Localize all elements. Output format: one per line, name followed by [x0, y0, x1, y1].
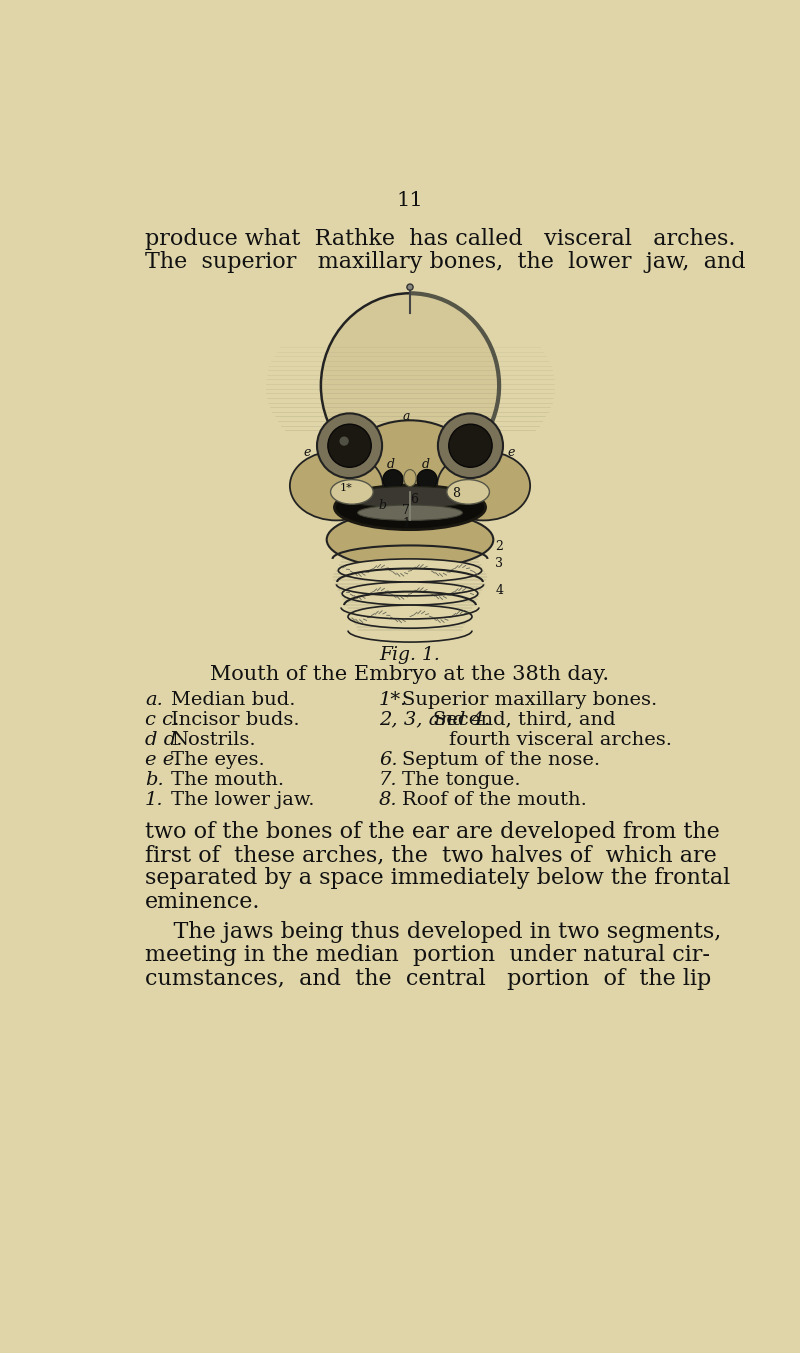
Text: b: b — [379, 499, 387, 511]
Text: fourth visceral arches.: fourth visceral arches. — [449, 731, 672, 748]
Ellipse shape — [290, 451, 383, 521]
Text: e: e — [507, 446, 514, 460]
Text: cumstances,  and  the  central   portion  of  the lip: cumstances, and the central portion of t… — [145, 967, 711, 989]
Text: Nostrils.: Nostrils. — [171, 731, 256, 748]
Circle shape — [449, 423, 492, 467]
Ellipse shape — [342, 582, 478, 605]
Circle shape — [438, 414, 503, 478]
Text: The lower jaw.: The lower jaw. — [171, 792, 315, 809]
Text: The jaws being thus developed in two segments,: The jaws being thus developed in two seg… — [145, 921, 722, 943]
Text: The eyes.: The eyes. — [171, 751, 265, 769]
Text: a.: a. — [145, 691, 163, 709]
Text: separated by a space immediately below the frontal: separated by a space immediately below t… — [145, 867, 730, 889]
Circle shape — [328, 423, 371, 467]
Ellipse shape — [321, 294, 499, 478]
Text: Mouth of the Embryo at the 38th day.: Mouth of the Embryo at the 38th day. — [210, 664, 610, 683]
Text: 6.: 6. — [379, 751, 398, 769]
Text: Superior maxillary bones.: Superior maxillary bones. — [402, 691, 658, 709]
Ellipse shape — [338, 559, 482, 582]
Text: e: e — [303, 446, 310, 460]
Text: The tongue.: The tongue. — [402, 771, 521, 789]
Ellipse shape — [348, 421, 472, 505]
Text: c: c — [422, 472, 429, 484]
Text: produce what  Rathke  has called   visceral   arches.: produce what Rathke has called visceral … — [145, 229, 735, 250]
Text: eminence.: eminence. — [145, 890, 261, 912]
Text: c: c — [387, 472, 394, 484]
Circle shape — [339, 437, 349, 445]
Text: 7.: 7. — [379, 771, 398, 789]
Text: 1*: 1* — [340, 483, 353, 492]
Ellipse shape — [344, 487, 476, 509]
Ellipse shape — [404, 469, 416, 487]
Text: first of  these arches, the  two halves of  which are: first of these arches, the two halves of… — [145, 844, 717, 866]
Text: 1: 1 — [402, 517, 410, 529]
Text: 8.: 8. — [379, 792, 398, 809]
Text: b.: b. — [145, 771, 164, 789]
Text: 11: 11 — [397, 191, 423, 210]
Text: 4: 4 — [495, 583, 503, 597]
Ellipse shape — [334, 484, 486, 529]
Text: Fig. 1.: Fig. 1. — [379, 647, 441, 664]
Text: 3: 3 — [495, 556, 503, 570]
Text: 8: 8 — [453, 487, 461, 501]
Text: 1.: 1. — [145, 792, 163, 809]
Circle shape — [407, 284, 413, 290]
Text: e e.: e e. — [145, 751, 181, 769]
Text: 7: 7 — [402, 505, 410, 517]
Circle shape — [417, 469, 437, 490]
Text: 1*.: 1*. — [379, 691, 407, 709]
Text: Second, third, and: Second, third, and — [434, 710, 616, 729]
Text: Incisor buds.: Incisor buds. — [171, 710, 300, 729]
Text: two of the bones of the ear are developed from the: two of the bones of the ear are develope… — [145, 821, 720, 843]
Text: Median bud.: Median bud. — [171, 691, 296, 709]
Text: Roof of the mouth.: Roof of the mouth. — [402, 792, 587, 809]
Text: The mouth.: The mouth. — [171, 771, 285, 789]
Text: d: d — [386, 459, 394, 471]
Ellipse shape — [437, 451, 530, 521]
Text: d d.: d d. — [145, 731, 182, 748]
Text: a: a — [402, 410, 410, 423]
Text: d: d — [422, 459, 430, 471]
Text: 6: 6 — [410, 494, 418, 506]
Ellipse shape — [348, 605, 472, 628]
Circle shape — [383, 469, 403, 490]
Text: 2: 2 — [495, 540, 503, 552]
Ellipse shape — [447, 479, 490, 505]
Text: c c.: c c. — [145, 710, 179, 729]
Text: The  superior   maxillary bones,  the  lower  jaw,  and: The superior maxillary bones, the lower … — [145, 252, 746, 273]
Circle shape — [317, 414, 382, 478]
Ellipse shape — [326, 511, 494, 568]
Text: Septum of the nose.: Septum of the nose. — [402, 751, 600, 769]
Text: 2, 3, and 4.: 2, 3, and 4. — [379, 710, 490, 729]
Ellipse shape — [330, 479, 373, 505]
Text: meeting in the median  portion  under natural cir-: meeting in the median portion under natu… — [145, 944, 710, 966]
Ellipse shape — [358, 505, 462, 521]
